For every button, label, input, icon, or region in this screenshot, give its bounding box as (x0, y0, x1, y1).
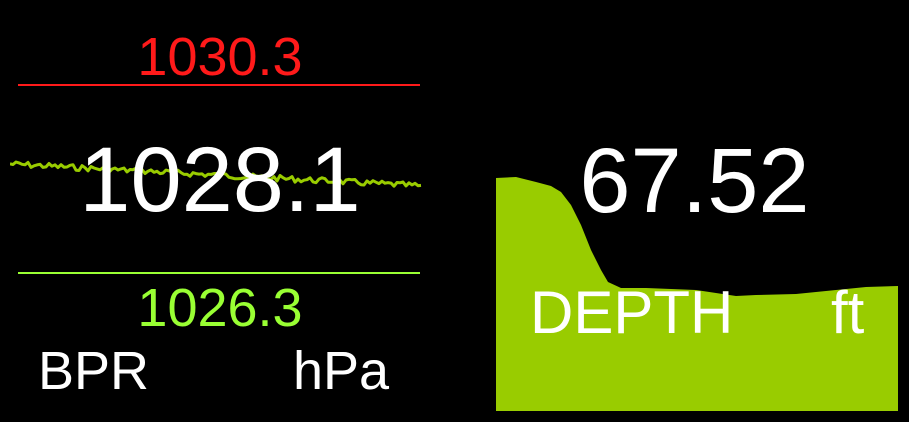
bpr-label: BPR (38, 341, 150, 401)
depth-trend-area (496, 177, 898, 411)
bpr-trend-sparkline (10, 160, 422, 188)
bpr-unit: hPa (293, 341, 390, 401)
depth-unit: ft (831, 279, 865, 346)
depth-gauge-panel: 67.52 DEPTH ft (480, 0, 909, 422)
bpr-max-line (18, 84, 420, 86)
bpr-max-value: 1030.3 (137, 27, 303, 87)
bpr-min-value: 1026.3 (137, 278, 303, 338)
depth-label: DEPTH (530, 279, 734, 346)
bpr-current-value: 1028.1 (79, 129, 361, 231)
bpr-min-line (18, 272, 420, 274)
bpr-gauge-panel: 1030.3 1028.1 1026.3 BPR hPa (0, 0, 440, 422)
depth-value: 67.52 (579, 130, 810, 232)
